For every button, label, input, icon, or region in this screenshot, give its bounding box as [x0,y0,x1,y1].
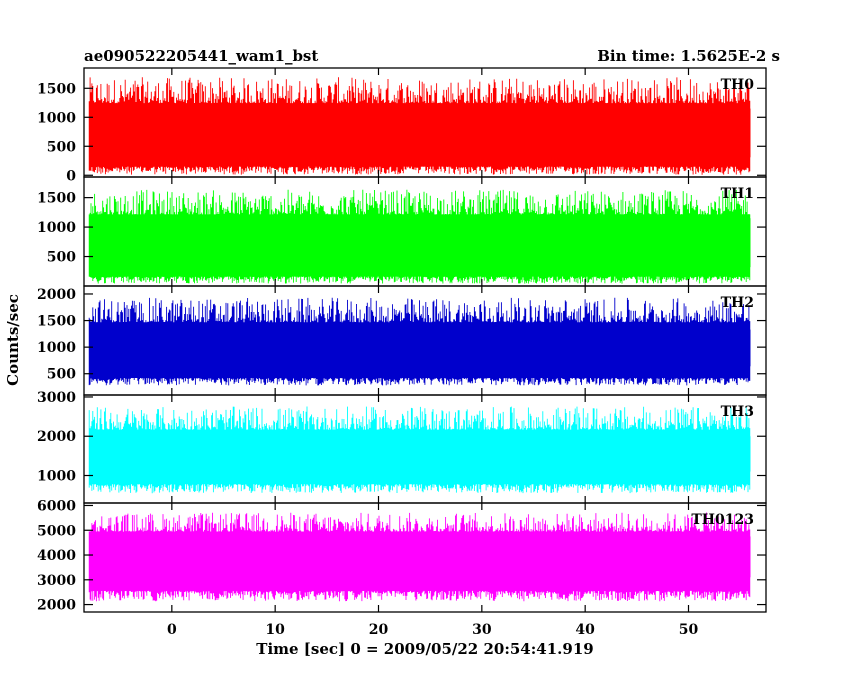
series-th3-core [89,436,751,472]
series-th2-core [89,329,751,367]
series-th0-core [89,108,751,158]
x-axis-label: Time [sec] 0 = 2009/05/22 20:54:41.919 [256,640,593,658]
x-tick-label: 40 [575,622,595,638]
panel-label: TH2 [721,295,754,311]
y-tick-label: 3000 [37,390,76,406]
y-tick-label: 6000 [37,498,76,514]
y-tick-label: 2000 [37,598,76,614]
y-tick-label: 2000 [37,287,76,303]
panel-th2: 500 1000 1500 2000 TH2 [37,285,767,396]
y-tick-label: 500 [47,250,76,266]
panel-label: TH1 [721,186,754,202]
x-tick-label: 20 [369,622,389,638]
series-th0123-core [89,536,751,578]
panel-label: TH0 [721,77,755,93]
y-tick-label: 2000 [37,429,76,445]
panel-label: TH0123 [691,512,754,528]
panel-label: TH3 [721,404,754,420]
y-tick-label: 1500 [37,314,76,330]
y-tick-label: 3000 [37,573,76,589]
panel-th0: 0 500 1000 1500 TH0 [37,67,767,184]
x-tick-label: 10 [265,622,285,638]
chart-title-left: ae090522205441_wam1_bst [84,47,318,65]
y-tick-label: 1000 [37,340,76,356]
panel-th0123: 2000 3000 4000 5000 6000 TH0123 [37,498,767,614]
y-tick-label: 1000 [37,110,76,126]
y-tick-label: 5000 [37,523,76,539]
y-tick-label: 4000 [37,548,76,564]
chart-title-right: Bin time: 1.5625E-2 s [597,47,780,65]
panel-frame [83,502,767,613]
x-tick-label: 50 [679,622,699,638]
y-tick-label: 1000 [37,469,76,485]
panel-th3: 1000 2000 3000 TH3 [37,390,767,504]
x-tick-label: 0 [167,622,177,638]
y-tick-label: 0 [66,168,76,184]
y-tick-label: 500 [47,139,76,155]
y-tick-label: 500 [47,367,76,383]
y-axis-label: Counts/sec [4,294,22,386]
series-th1-core [89,218,751,268]
x-tick-label: 30 [472,622,492,638]
y-tick-label: 1000 [37,220,76,236]
panel-th1: 500 1000 1500 TH1 [37,176,767,287]
y-tick-label: 1500 [37,81,76,97]
y-tick-label: 1500 [37,191,76,207]
